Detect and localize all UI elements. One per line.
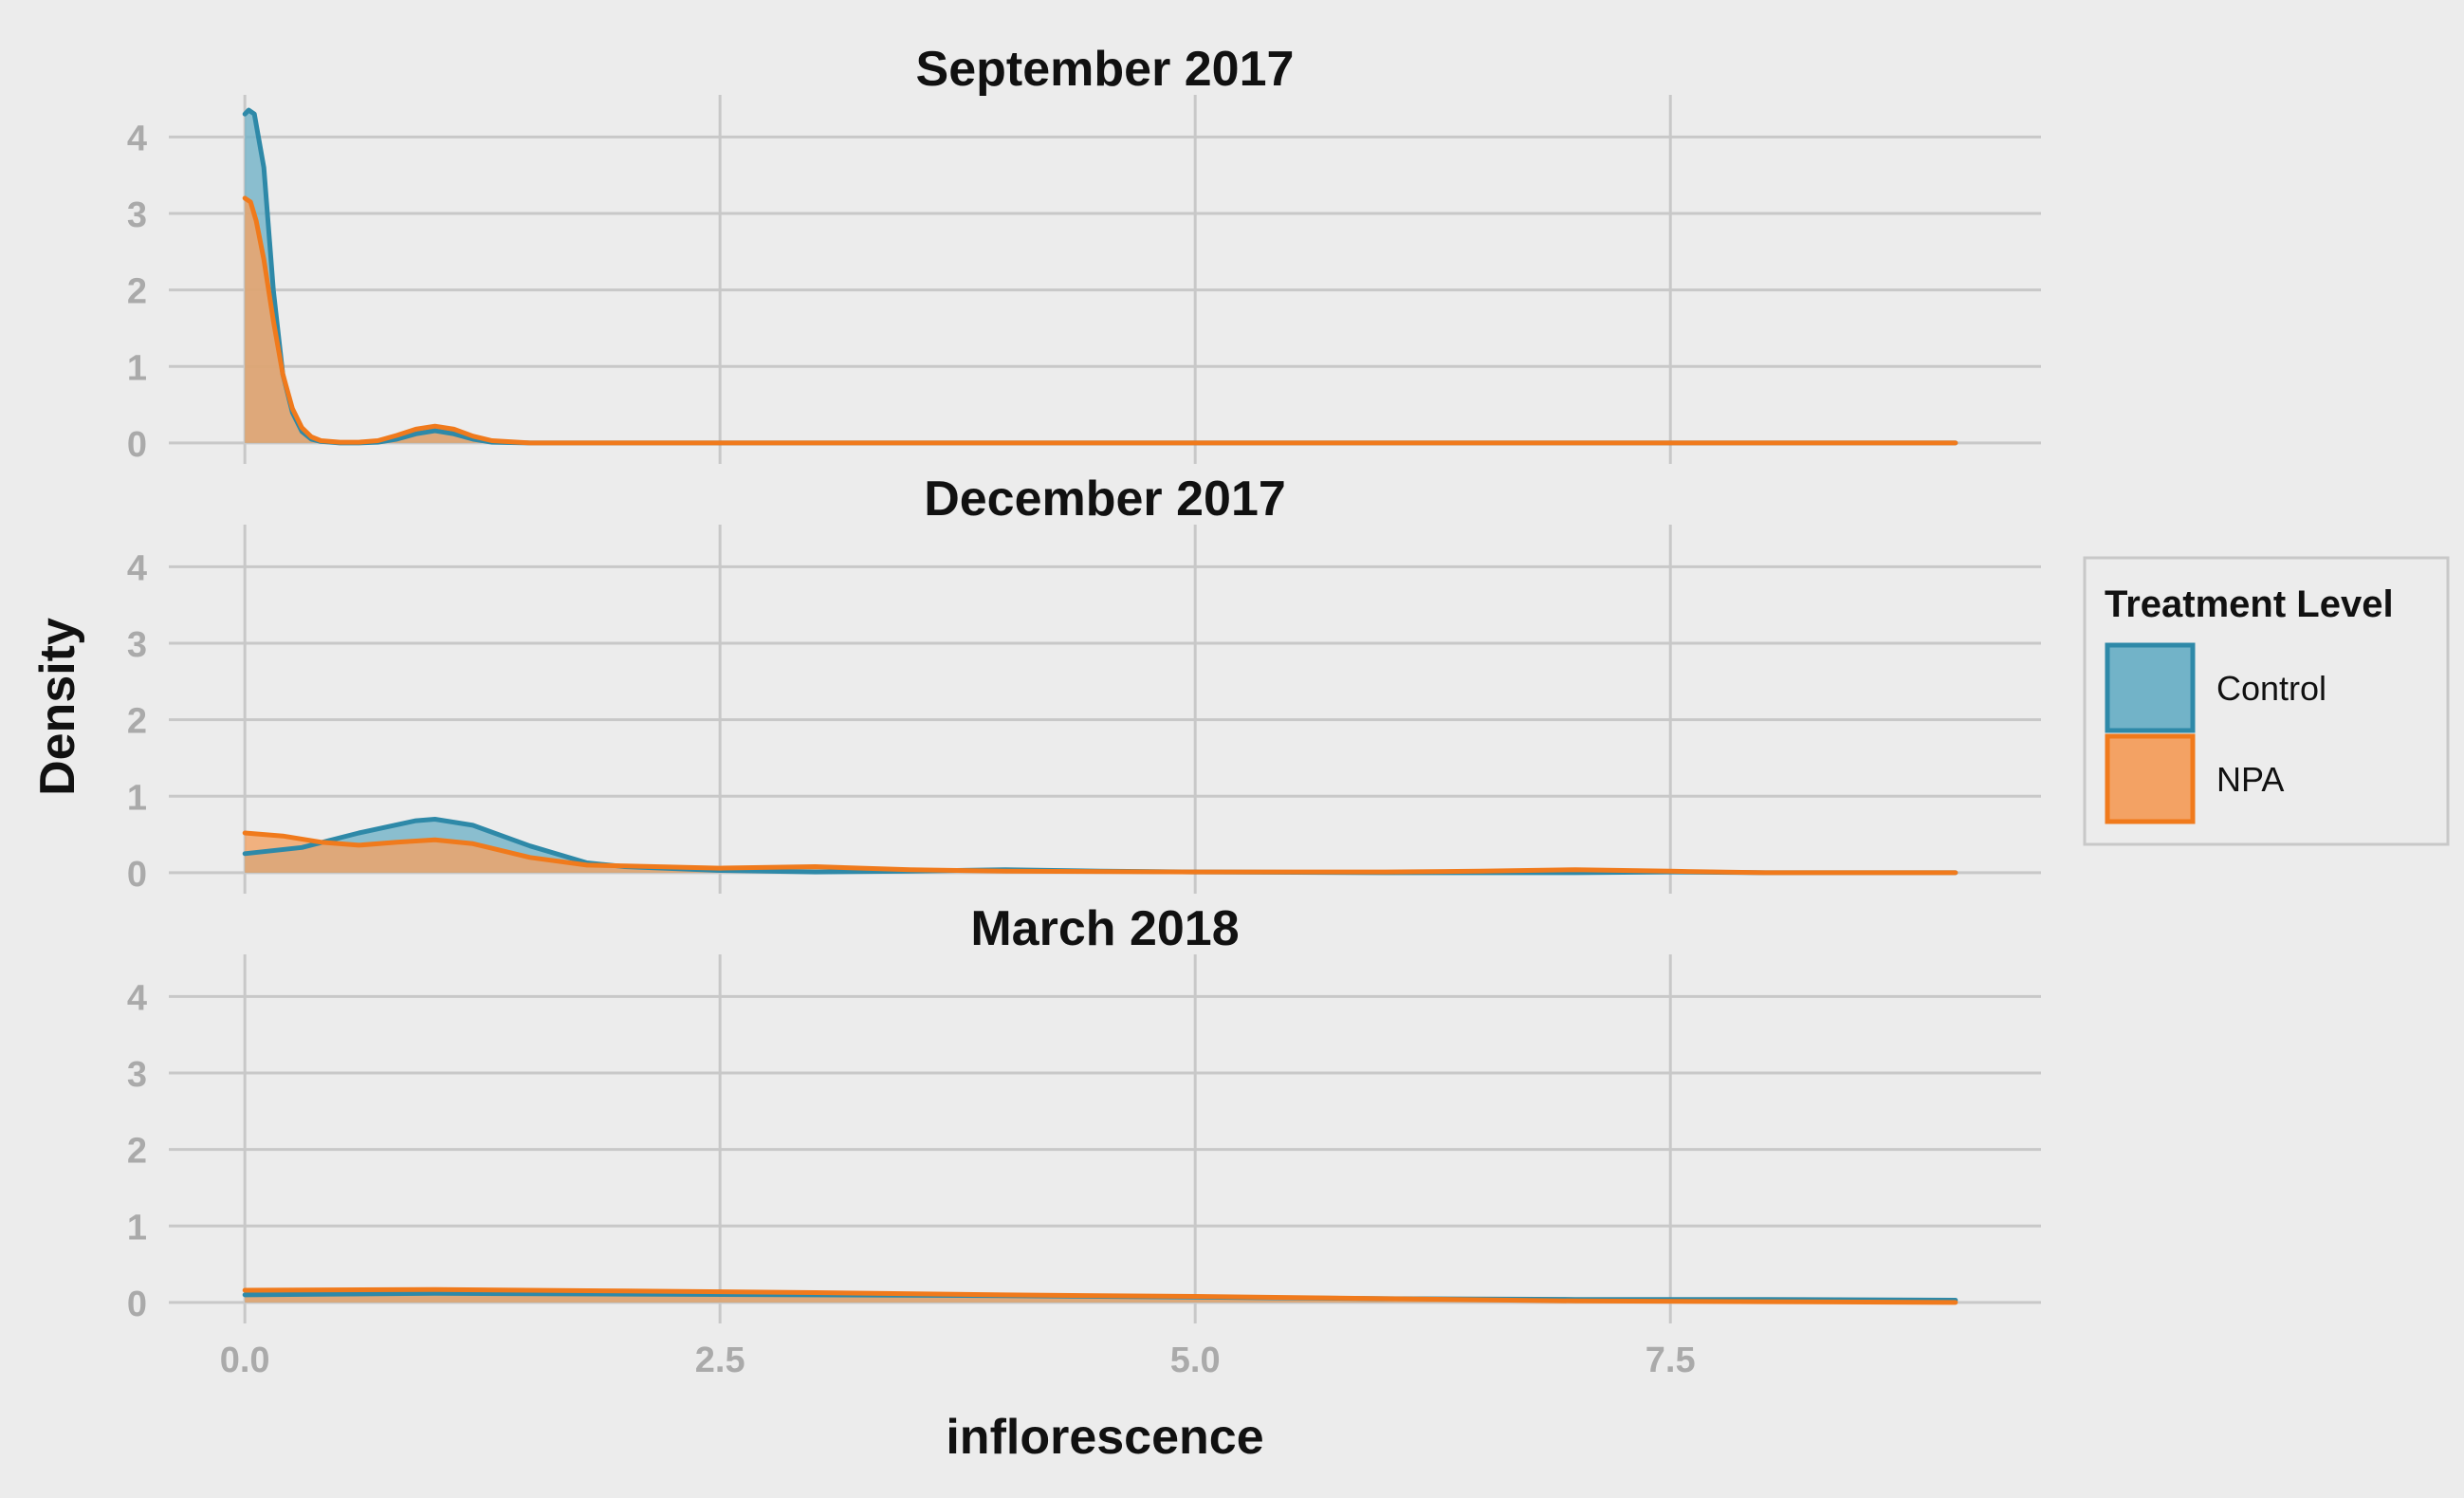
density-area-npa — [245, 197, 1956, 443]
density-line-control — [242, 817, 1958, 876]
x-tick-label: 7.5 — [1646, 1341, 1696, 1380]
density-line-npa — [242, 195, 1958, 446]
y-tick-label: 2 — [127, 702, 147, 742]
y-tick-label: 4 — [127, 548, 147, 588]
density-line-npa — [242, 830, 1958, 876]
legend-swatch-control — [2105, 642, 2196, 733]
y-tick-label: 1 — [127, 778, 147, 818]
y-tick-label: 4 — [127, 978, 147, 1018]
legend: Treatment Level Control NPA — [2083, 556, 2450, 846]
y-tick-label: 4 — [127, 119, 147, 158]
panel-title: September 2017 — [916, 42, 1295, 97]
density-area-npa — [245, 833, 1956, 873]
panel-title: December 2017 — [924, 472, 1286, 527]
legend-swatch-npa — [2105, 733, 2196, 824]
y-tick-label: 0 — [127, 855, 147, 895]
density-line-control — [242, 107, 1958, 446]
x-tick-label: 2.5 — [695, 1341, 745, 1380]
y-tick-label: 3 — [127, 625, 147, 665]
y-axis-title: Density — [30, 618, 85, 796]
x-tick-label: 5.0 — [1170, 1341, 1221, 1380]
x-axis-title: inflorescence — [946, 1410, 1263, 1465]
panel-3: March 2018 0 1 2 3 4 — [127, 901, 2041, 1324]
x-tick-label: 0.0 — [220, 1341, 270, 1380]
y-tick-label: 3 — [127, 1055, 147, 1095]
density-area-control — [245, 110, 1956, 443]
density-line-npa — [242, 1286, 1958, 1305]
y-tick-label: 0 — [127, 425, 147, 465]
legend-title: Treatment Level — [2105, 583, 2394, 625]
y-tick-label: 0 — [127, 1285, 147, 1324]
y-tick-label: 2 — [127, 272, 147, 312]
panel-1: September 2017 0 1 2 3 4 — [127, 42, 2041, 465]
y-tick-label: 3 — [127, 195, 147, 235]
panel-2: December 2017 0 1 2 3 4 — [127, 472, 2041, 895]
y-tick-label: 1 — [127, 348, 147, 388]
legend-label-npa: NPA — [2216, 760, 2284, 799]
legend-label-control: Control — [2216, 669, 2326, 708]
y-tick-label: 2 — [127, 1132, 147, 1172]
panel-title: March 2018 — [970, 901, 1239, 956]
y-tick-label: 1 — [127, 1208, 147, 1248]
legend-entries: Control NPA — [2105, 642, 2326, 824]
